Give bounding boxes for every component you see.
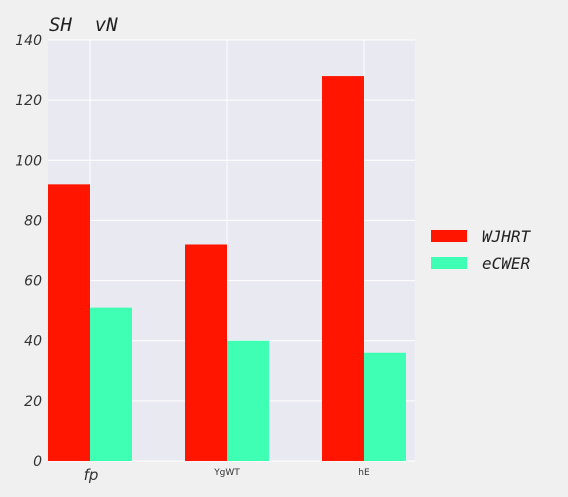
bar-WJHRT-YgWT	[185, 244, 227, 461]
bar-eCWER-YgWT	[227, 341, 269, 461]
bar-WJHRT-fp	[48, 184, 90, 461]
y-tick-label: 40	[24, 334, 42, 350]
legend-swatch	[431, 257, 467, 269]
y-tick-label: 20	[24, 394, 42, 410]
y-tick-label: 120	[15, 93, 42, 109]
y-axis-ticks: 0 20 40 60 80 100 120 140	[15, 33, 42, 470]
bar-eCWER-fp	[90, 308, 132, 461]
legend-label: eCWER	[482, 254, 530, 273]
y-tick-label: 100	[15, 153, 42, 169]
bar-WJHRT-hE	[322, 76, 364, 461]
legend: WJHRT eCWER	[431, 227, 532, 273]
x-axis-ticks: fp YgWT hE	[84, 466, 370, 484]
bar-eCWER-hE	[364, 353, 406, 461]
y-tick-label: 0	[33, 454, 42, 470]
y-tick-label: 60	[24, 274, 42, 290]
y-tick-label: 80	[24, 213, 42, 229]
legend-swatch	[431, 230, 467, 242]
y-tick-label: 140	[15, 33, 42, 49]
x-tick-label: fp	[84, 466, 99, 484]
x-tick-label: hE	[358, 468, 370, 478]
legend-label: WJHRT	[482, 227, 532, 246]
x-tick-label: YgWT	[213, 468, 240, 478]
chart-title: SH vN	[49, 14, 118, 36]
